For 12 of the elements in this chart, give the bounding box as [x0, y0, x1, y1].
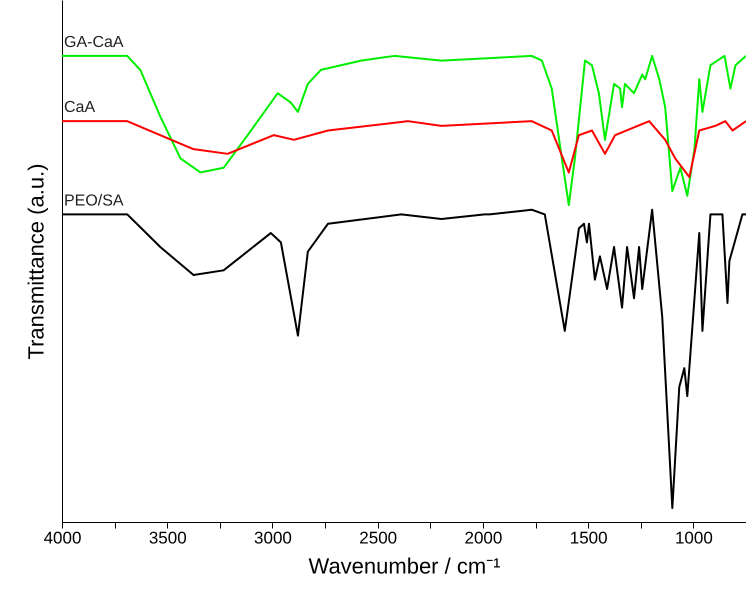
series-label: GA-CaA: [64, 34, 124, 51]
series-label: PEO/SA: [64, 192, 124, 210]
x-tick-label: 3000: [254, 528, 292, 548]
x-axis-title: Wavenumber / cm⁻¹: [308, 554, 501, 578]
x-tick-label: 4000: [44, 528, 82, 548]
series-label: CaA: [64, 99, 96, 116]
x-tick-label: 3500: [148, 528, 187, 548]
x-tick-label: 2000: [464, 528, 502, 548]
y-axis-title: Transmittance (a.u.): [24, 163, 48, 360]
x-tick-label: 2500: [359, 528, 398, 548]
x-tick-label: 1000: [674, 528, 713, 548]
x-tick-label: 1500: [570, 528, 608, 548]
